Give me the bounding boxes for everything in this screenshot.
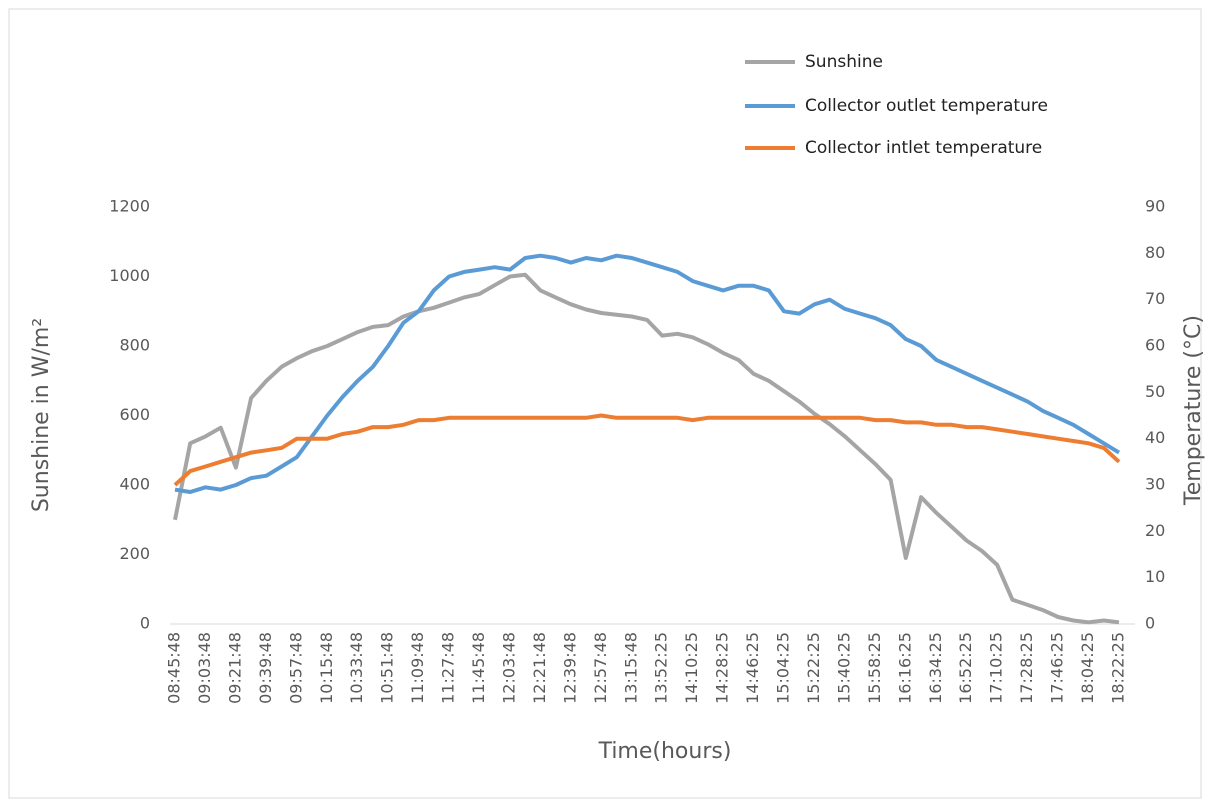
x-tick-label: 09:03:48 [195, 632, 214, 704]
x-tick-label: 10:51:48 [378, 632, 397, 704]
legend-label: Collector intlet temperature [805, 138, 1042, 158]
x-tick-label: 09:39:48 [256, 632, 275, 704]
x-tick-label: 18:04:25 [1078, 632, 1097, 704]
y2-tick-label: 60 [1145, 336, 1165, 355]
series-line [173, 413, 1121, 487]
y-tick-label: 1200 [109, 197, 150, 216]
x-tick-label: 17:46:25 [1048, 632, 1067, 704]
x-tick-label: 18:22:25 [1109, 632, 1128, 704]
x-tick-label: 16:34:25 [926, 632, 945, 704]
x-tick-label: 11:45:48 [469, 632, 488, 704]
x-tick-label: 12:21:48 [530, 632, 549, 704]
y2-tick-label: 40 [1145, 428, 1165, 447]
y-tick-label: 200 [119, 544, 150, 563]
series-line [174, 253, 1121, 494]
x-tick-label: 16:16:25 [895, 632, 914, 704]
x-tick-label: 11:09:48 [408, 632, 427, 704]
x-tick-label: 17:28:25 [1017, 632, 1036, 704]
legend-label: Sunshine [805, 52, 883, 72]
y2-tick-label: 50 [1145, 382, 1165, 401]
chart-border [8, 8, 1202, 799]
y-tick-label: 800 [119, 336, 150, 355]
x-tick-label: 11:27:48 [439, 632, 458, 704]
y-axis-title: Sunshine in W/m² [29, 318, 54, 512]
x-tick-label: 12:03:48 [499, 632, 518, 704]
x-axis-title: Time(hours) [598, 739, 732, 764]
x-tick-label: 15:58:25 [865, 632, 884, 704]
x-tick-label: 12:39:48 [560, 632, 579, 704]
x-tick-label: 10:15:48 [317, 632, 336, 704]
x-tick-label: 15:40:25 [834, 632, 853, 704]
x-tick-label: 14:46:25 [743, 632, 762, 704]
y-tick-label: 0 [140, 614, 150, 633]
series-line [173, 272, 1120, 625]
y-tick-label: 600 [119, 405, 150, 424]
x-tick-label: 15:22:25 [804, 632, 823, 704]
y2-tick-label: 10 [1145, 567, 1165, 586]
y2-tick-label: 80 [1145, 243, 1165, 262]
x-tick-label: 16:52:25 [956, 632, 975, 704]
x-tick-label: 14:10:25 [682, 632, 701, 704]
y2-tick-label: 70 [1145, 289, 1165, 308]
x-tick-label: 15:04:25 [774, 632, 793, 704]
x-tick-label: 09:57:48 [286, 632, 305, 704]
x-tick-label: 14:28:25 [713, 632, 732, 704]
legend-label: Collector outlet temperature [805, 96, 1048, 116]
y2-tick-label: 30 [1145, 475, 1165, 494]
x-tick-label: 13:52:25 [652, 632, 671, 704]
y-tick-label: 1000 [109, 266, 150, 285]
x-tick-label: 12:57:48 [591, 632, 610, 704]
x-tick-label: 13:15:48 [621, 632, 640, 704]
y2-axis-title: Temperature (°C) [1181, 315, 1206, 506]
x-tick-label: 08:45:48 [165, 632, 184, 704]
y2-tick-label: 0 [1145, 614, 1155, 633]
y2-tick-label: 90 [1145, 197, 1165, 216]
x-tick-label: 10:33:48 [347, 632, 366, 704]
y-tick-label: 400 [119, 475, 150, 494]
y2-tick-label: 20 [1145, 521, 1165, 540]
x-tick-label: 17:10:25 [987, 632, 1006, 704]
x-tick-label: 09:21:48 [225, 632, 244, 704]
